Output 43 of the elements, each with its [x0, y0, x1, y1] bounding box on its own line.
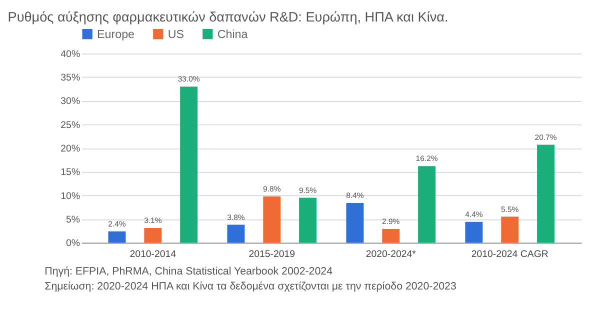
y-tick-label: 15% — [60, 167, 80, 178]
data-label: 8.4% — [346, 191, 364, 200]
bar — [537, 144, 554, 243]
data-label: 20.7% — [534, 132, 557, 142]
x-tick-label: 2010-2014 — [130, 248, 177, 260]
data-label: 33.0% — [178, 74, 200, 84]
bar — [382, 228, 400, 243]
bar — [180, 86, 198, 243]
data-label: 3.1% — [144, 216, 162, 226]
x-tick-label: 2020-2024* — [366, 248, 416, 260]
bar — [108, 231, 126, 243]
data-label: 2.4% — [108, 219, 126, 228]
data-label: 5.5% — [501, 204, 519, 214]
data-label: 2.9% — [382, 217, 400, 226]
data-label: 9.8% — [263, 184, 281, 194]
text: Σημείωση: 2020-2024 ΗΠΑ και Κίνα τα δεδομένα σχετίζονται με την περίοδο 2020-2023 — [44, 280, 456, 292]
bar — [227, 224, 245, 243]
bar — [263, 196, 281, 243]
data-label: 16.2% — [416, 154, 438, 164]
y-tick-label: 25% — [60, 120, 80, 131]
data-label: 3.8% — [227, 212, 245, 222]
text: Πηγή: EFPIA, PhRMA, China Statistical Yearbook 2002-2024 — [44, 266, 333, 278]
x-tick-label: 2010-2024 CAGR — [471, 248, 548, 260]
bar — [299, 198, 317, 243]
y-tick-label: 40% — [60, 48, 80, 60]
bar — [144, 228, 162, 243]
y-tick-label: 20% — [60, 143, 80, 154]
y-tick-label: 5% — [66, 214, 80, 226]
bar — [465, 222, 483, 243]
y-tick-label: 10% — [60, 190, 80, 202]
bar — [418, 166, 436, 243]
legend-label: Europe — [97, 28, 135, 41]
x-tick-label: 2015-2019 — [248, 248, 296, 260]
legend-label: China — [217, 28, 248, 41]
y-tick-label: 35% — [60, 72, 80, 84]
bar — [501, 216, 519, 243]
bar — [346, 202, 364, 243]
chart-title: Ρυθμός αύξησης φαρμακευτικών δαπανών R&D: Ευρώπη, ΗΠΑ και Κίνα. — [8, 9, 448, 24]
data-label: 4.4% — [465, 210, 483, 220]
y-tick-label: 0% — [66, 238, 80, 250]
y-tick-label: 30% — [60, 96, 80, 108]
legend-label: US — [168, 28, 184, 41]
data-label: 9.5% — [298, 186, 317, 195]
